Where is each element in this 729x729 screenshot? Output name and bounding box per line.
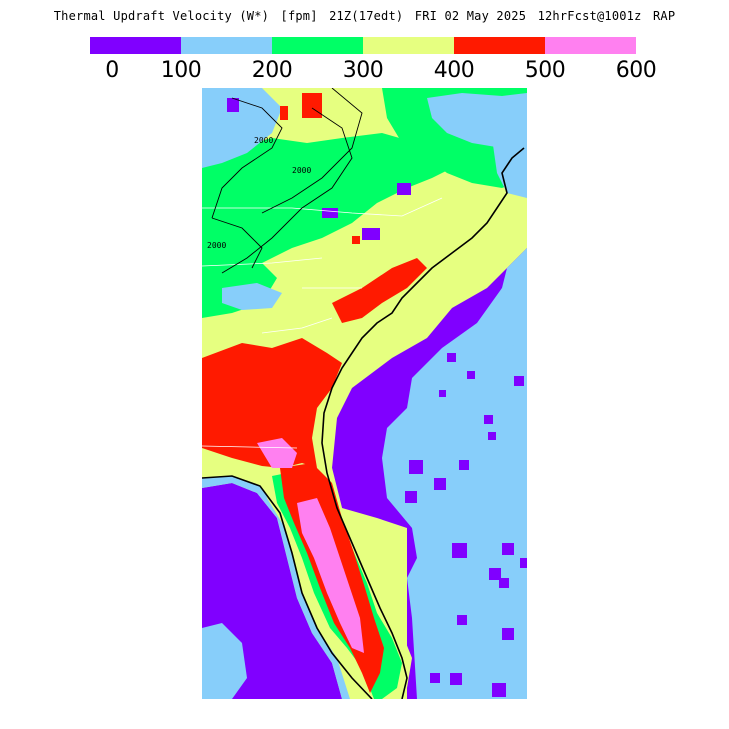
speck-purple-1 [227, 98, 239, 112]
carolina-red-blob [332, 258, 427, 323]
colorbar-swatch-4 [454, 37, 545, 54]
colorbar-tick: 300 [342, 58, 384, 83]
colorbar-tick: 600 [615, 58, 657, 83]
title-valid-time: 21Z(17edt) [329, 9, 404, 23]
colorbar-tick: 200 [251, 58, 293, 83]
florida-pink [297, 498, 364, 653]
coastal-plain-red [202, 338, 342, 468]
colorbar [90, 37, 636, 54]
ridge-blue [222, 283, 282, 310]
map-panel: 2000 2000 2000 [202, 88, 527, 699]
colorbar-tick: 100 [160, 58, 202, 83]
speck-red-1 [302, 93, 322, 118]
ga-pink-blob [257, 438, 297, 468]
contour-label-1: 2000 [254, 136, 273, 145]
state-borders [202, 197, 443, 449]
gulf-blue-west [202, 623, 247, 699]
ocean-blue-patch [477, 263, 527, 358]
ocean-blue-zone [382, 248, 527, 699]
speck-purple-4 [322, 208, 338, 218]
title-units: [fpm] [280, 9, 318, 23]
colorbar-swatch-0 [90, 37, 181, 54]
ne-blue [427, 93, 527, 148]
terrain-contours [211, 88, 363, 274]
chart-title: Thermal Updraft Velocity (W*) [fpm] 21Z(… [0, 9, 729, 23]
colorbar-ticks: 0 100 200 300 400 500 600 [0, 58, 729, 88]
speck-red-3 [352, 236, 360, 244]
speck-red-2 [280, 106, 288, 120]
colorbar-swatch-3 [363, 37, 454, 54]
colorbar-swatch-1 [181, 37, 272, 54]
gulf-coastline [202, 475, 373, 699]
speck-purple-3 [362, 228, 380, 240]
colorbar-tick: 500 [524, 58, 566, 83]
atlantic-coastline [321, 147, 525, 699]
map-svg: 2000 2000 2000 [202, 88, 527, 699]
colorbar-tick: 0 [105, 58, 119, 83]
colorbar-swatch-2 [272, 37, 363, 54]
contour-label-3: 2000 [207, 241, 226, 250]
title-product: Thermal Updraft Velocity (W*) [53, 9, 270, 23]
offshore-cells [405, 353, 527, 697]
colorbar-tick: 400 [433, 58, 475, 83]
contour-label-2: 2000 [292, 166, 311, 175]
speck-purple-2 [397, 183, 411, 195]
colorbar-swatch-5 [545, 37, 636, 54]
title-forecast: 12hrFcst@1001z [537, 9, 642, 23]
title-model: RAP [652, 9, 676, 23]
title-valid-date: FRI 02 May 2025 [414, 9, 527, 23]
